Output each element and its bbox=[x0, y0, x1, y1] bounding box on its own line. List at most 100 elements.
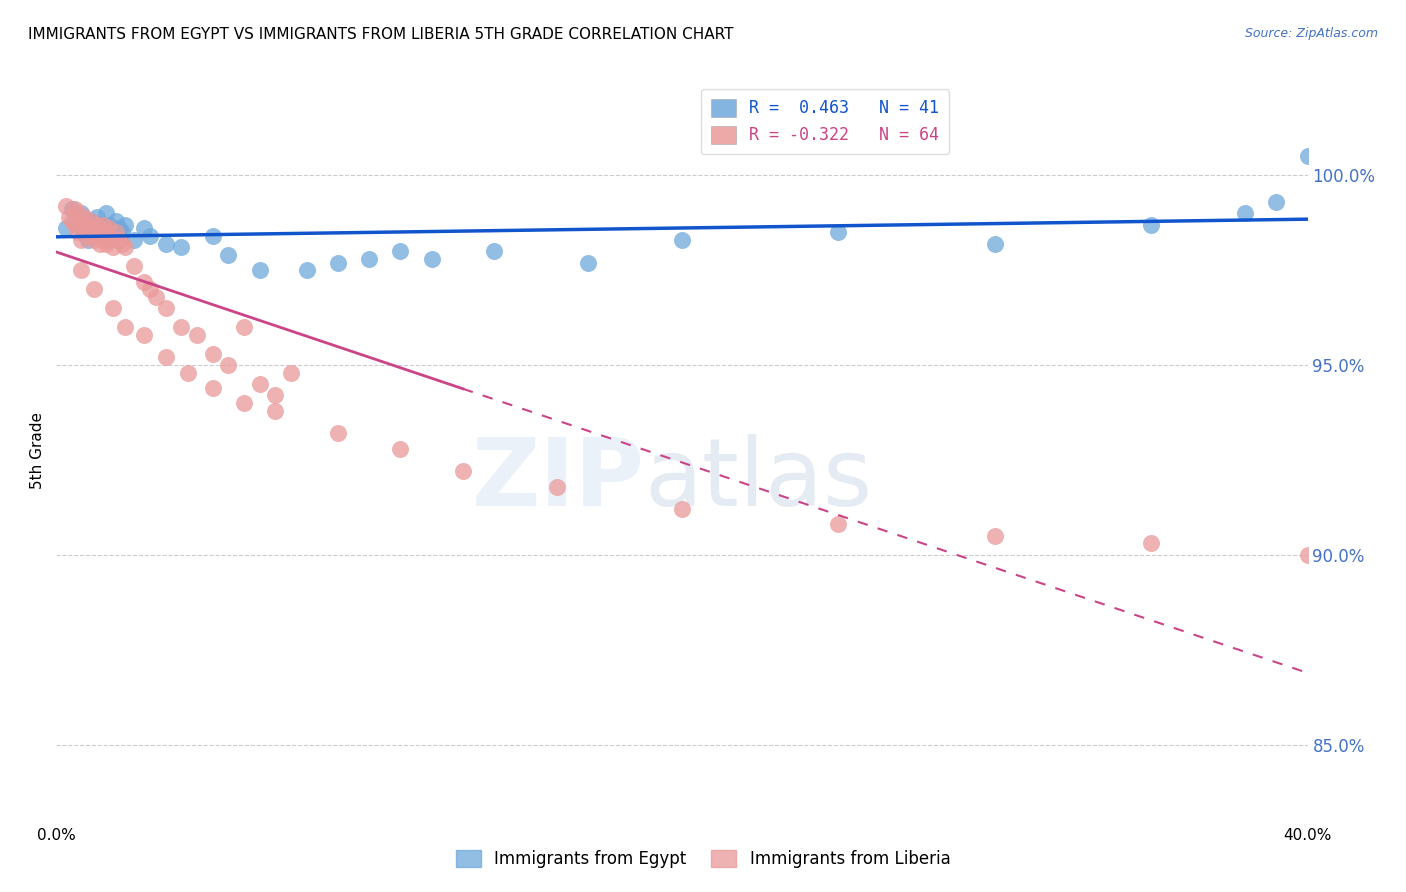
Point bbox=[176, 366, 198, 380]
Point bbox=[295, 263, 318, 277]
Point bbox=[101, 301, 124, 315]
Text: 40.0%: 40.0% bbox=[1284, 829, 1331, 843]
Point bbox=[70, 206, 93, 220]
Point bbox=[124, 233, 146, 247]
Point bbox=[1234, 206, 1257, 220]
Point bbox=[132, 221, 155, 235]
Point bbox=[73, 210, 96, 224]
Point bbox=[96, 206, 118, 220]
Point bbox=[91, 233, 114, 247]
Point bbox=[104, 225, 127, 239]
Text: Source: ZipAtlas.com: Source: ZipAtlas.com bbox=[1244, 27, 1378, 40]
Point bbox=[233, 396, 256, 410]
Point bbox=[79, 213, 101, 227]
Text: atlas: atlas bbox=[644, 434, 873, 526]
Point bbox=[233, 320, 256, 334]
Text: IMMIGRANTS FROM EGYPT VS IMMIGRANTS FROM LIBERIA 5TH GRADE CORRELATION CHART: IMMIGRANTS FROM EGYPT VS IMMIGRANTS FROM… bbox=[28, 27, 734, 42]
Legend: Immigrants from Egypt, Immigrants from Liberia: Immigrants from Egypt, Immigrants from L… bbox=[449, 843, 957, 875]
Point bbox=[101, 225, 124, 239]
Point bbox=[114, 218, 136, 232]
Point bbox=[63, 218, 86, 232]
Point bbox=[155, 351, 177, 365]
Point bbox=[98, 233, 121, 247]
Point bbox=[217, 248, 239, 262]
Point bbox=[389, 442, 412, 456]
Point bbox=[155, 301, 177, 315]
Point bbox=[70, 213, 93, 227]
Point bbox=[576, 255, 599, 269]
Point bbox=[86, 229, 108, 244]
Text: 0.0%: 0.0% bbox=[37, 829, 76, 843]
Point bbox=[671, 502, 693, 516]
Point bbox=[73, 225, 96, 239]
Point bbox=[139, 282, 162, 296]
Point bbox=[827, 517, 849, 532]
Point bbox=[89, 221, 111, 235]
Point bbox=[91, 225, 114, 239]
Point bbox=[86, 210, 108, 224]
Point bbox=[86, 218, 108, 232]
Point bbox=[89, 236, 111, 251]
Point bbox=[58, 210, 80, 224]
Point bbox=[984, 236, 1007, 251]
Point bbox=[1296, 149, 1319, 163]
Point bbox=[1296, 548, 1319, 562]
Point bbox=[67, 225, 90, 239]
Point bbox=[83, 233, 105, 247]
Point bbox=[55, 221, 77, 235]
Point bbox=[827, 225, 849, 239]
Point bbox=[98, 221, 121, 235]
Point bbox=[108, 233, 131, 247]
Point bbox=[484, 244, 506, 259]
Point bbox=[76, 229, 98, 244]
Point bbox=[249, 263, 271, 277]
Point bbox=[101, 240, 124, 254]
Point bbox=[671, 233, 693, 247]
Point bbox=[217, 358, 239, 372]
Point bbox=[98, 218, 121, 232]
Point bbox=[139, 229, 162, 244]
Point bbox=[264, 403, 287, 417]
Point bbox=[67, 218, 90, 232]
Point bbox=[111, 236, 134, 251]
Point bbox=[79, 225, 101, 239]
Point bbox=[359, 252, 381, 266]
Point bbox=[546, 479, 568, 493]
Point bbox=[451, 464, 474, 478]
Point bbox=[1140, 536, 1163, 550]
Point bbox=[96, 236, 118, 251]
Point bbox=[155, 236, 177, 251]
Legend: R =  0.463   N = 41, R = -0.322   N = 64: R = 0.463 N = 41, R = -0.322 N = 64 bbox=[700, 88, 949, 154]
Point bbox=[89, 225, 111, 239]
Point bbox=[201, 381, 224, 395]
Point bbox=[114, 320, 136, 334]
Point bbox=[201, 229, 224, 244]
Point bbox=[83, 221, 105, 235]
Point bbox=[114, 240, 136, 254]
Point bbox=[280, 366, 302, 380]
Point bbox=[170, 240, 193, 254]
Point bbox=[264, 388, 287, 402]
Point bbox=[76, 233, 98, 247]
Point bbox=[186, 327, 208, 342]
Point bbox=[201, 346, 224, 360]
Point bbox=[132, 327, 155, 342]
Point bbox=[76, 218, 98, 232]
Point bbox=[984, 529, 1007, 543]
Point bbox=[108, 221, 131, 235]
Point bbox=[83, 282, 105, 296]
Point bbox=[70, 263, 93, 277]
Point bbox=[73, 221, 96, 235]
Point bbox=[83, 218, 105, 232]
Point bbox=[1140, 218, 1163, 232]
Point bbox=[249, 377, 271, 392]
Point bbox=[420, 252, 443, 266]
Point bbox=[63, 213, 86, 227]
Point bbox=[326, 255, 349, 269]
Point bbox=[63, 202, 86, 217]
Point bbox=[124, 260, 146, 274]
Point bbox=[55, 198, 77, 212]
Y-axis label: 5th Grade: 5th Grade bbox=[30, 412, 45, 489]
Point bbox=[104, 213, 127, 227]
Text: ZIP: ZIP bbox=[471, 434, 644, 526]
